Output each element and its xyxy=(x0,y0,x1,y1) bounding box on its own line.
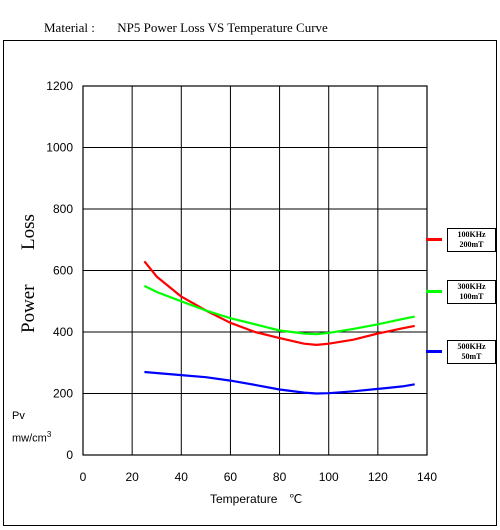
legend-label: 500KHz 50mT xyxy=(447,340,496,364)
x-tick-label: 60 xyxy=(224,470,238,484)
y-unit-mwcm-base: mw/cm xyxy=(12,432,47,445)
chart-frame xyxy=(3,40,497,526)
legend-label-line2: 50mT xyxy=(461,352,482,361)
legend-label: 100KHz 200mT xyxy=(447,228,496,252)
y-unit-pv: Pv xyxy=(12,410,25,422)
x-tick-label: 100 xyxy=(319,470,339,484)
legend-item-3: 500KHz 50mT xyxy=(426,340,496,366)
x-axis-title-text: Temperature xyxy=(210,492,278,506)
x-tick-label: 140 xyxy=(417,470,437,484)
series-line-1 xyxy=(143,260,415,346)
y-tick-label: 1200 xyxy=(46,79,73,93)
legend-label-line1: 500KHz xyxy=(457,342,486,351)
legend-label-line2: 200mT xyxy=(459,240,484,249)
legend-item-2: 300KHz 100mT xyxy=(426,280,496,306)
x-axis-title: Temperature ℃ xyxy=(210,492,302,506)
chart-title: NP5 Power Loss VS Temperature Curve xyxy=(117,20,328,35)
x-tick-label: 20 xyxy=(125,470,139,484)
y-tick-label: 800 xyxy=(53,202,73,216)
x-tick-label: 40 xyxy=(175,470,189,484)
y-tick-label: 0 xyxy=(66,448,73,462)
y-tick-label: 200 xyxy=(53,387,73,401)
y-unit-mwcm-exp: 3 xyxy=(46,430,52,439)
legend-label-line2: 100mT xyxy=(459,292,484,301)
legend-label-line1: 100KHz xyxy=(457,230,486,239)
y-unit-mwcm: mw/cm3 xyxy=(12,430,51,445)
material-label: Material : xyxy=(44,20,95,35)
series-line-2 xyxy=(143,284,415,336)
x-tick-label: 120 xyxy=(368,470,388,484)
chart-header: Material : NP5 Power Loss VS Temperature… xyxy=(44,20,328,36)
plot-area-border xyxy=(82,85,428,456)
legend-label-line1: 300KHz xyxy=(457,282,486,291)
x-axis-unit: ℃ xyxy=(288,492,303,506)
y-tick-label: 1000 xyxy=(46,141,73,155)
legend-swatch xyxy=(426,350,442,353)
y-tick-label: 600 xyxy=(53,264,73,278)
x-tick-label: 80 xyxy=(273,470,287,484)
legend-swatch xyxy=(426,290,442,293)
legend-swatch xyxy=(426,238,442,241)
x-tick-label: 0 xyxy=(80,470,87,484)
legend-item-1: 100KHz 200mT xyxy=(426,228,496,254)
y-tick-label: 400 xyxy=(53,325,73,339)
legend-label: 300KHz 100mT xyxy=(447,280,496,304)
series-line-3 xyxy=(144,370,415,395)
